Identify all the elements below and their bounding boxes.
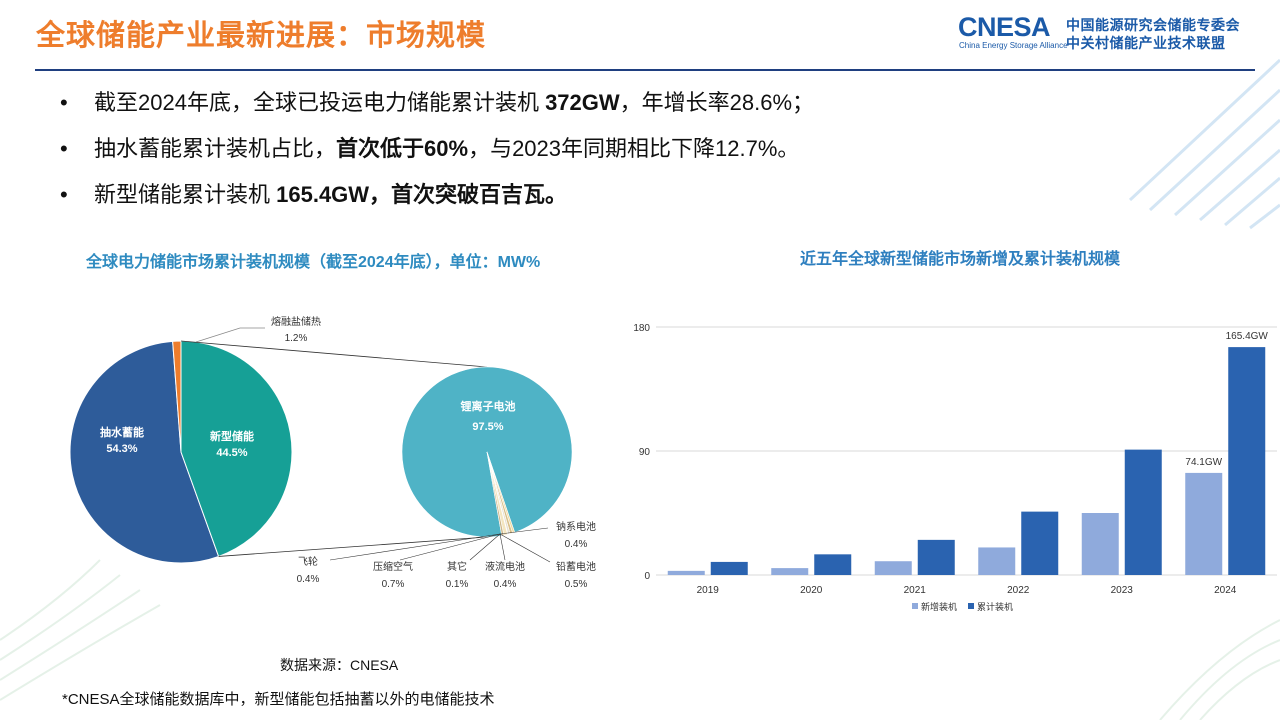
bullet-2-text: 抽水蓄能累计装机占比， xyxy=(94,136,337,161)
logo-mark: CNESA xyxy=(958,12,1051,42)
y-tick-2: 180 xyxy=(633,323,650,334)
sub-leader-2 xyxy=(499,533,551,563)
pie-chart: 抽水蓄能 54.3% 新型储能 44.5% 熔融盐储热 1.2% 锂离子电池 97.5% 钠系电… xyxy=(69,315,596,590)
bullet-item-3: 新型储能累计装机 165.4GW，首次突破百吉瓦。 xyxy=(60,172,1060,218)
bullet-3-bold: 165.4GW，首次突破百吉瓦。 xyxy=(276,182,568,207)
bullet-2-tail: ，与2023年同期相比下降12.7%。 xyxy=(468,136,800,161)
bar-chart: 0 90 180 2019 2020 2021 2022 2023 2024 74.1GW 165.… xyxy=(633,323,1277,612)
logo-tagline: China Energy Storage Alliance xyxy=(959,41,1068,50)
cnesa-logo: CNESA China Energy Storage Alliance 中国能源… xyxy=(958,12,1258,52)
sub-label-2: 铅蓄电池 xyxy=(556,560,596,573)
sub-pie xyxy=(401,366,573,538)
x-tick-2020: 2020 xyxy=(800,585,823,596)
y-tick-0: 0 xyxy=(644,571,650,582)
connector-bottom xyxy=(218,536,488,557)
title-divider xyxy=(35,69,1255,71)
sub-label-3: 液流电池 xyxy=(485,560,525,573)
sub-value-2: 0.5% xyxy=(565,579,588,590)
sub-value-6: 0.4% xyxy=(297,574,320,585)
x-tick-2024: 2024 xyxy=(1214,585,1237,596)
legend-swatch-1 xyxy=(968,603,974,609)
logo-org-line2: 中关村储能产业技术联盟 xyxy=(1066,35,1226,51)
bar-新增装机-2023 xyxy=(1081,513,1119,575)
molten-salt-label: 熔融盐储热 xyxy=(271,315,321,328)
main-pie-slice-0 xyxy=(69,340,220,564)
bullet-item-1: 截至2024年底，全球已投运电力储能累计装机 372GW，年增长率28.6%； xyxy=(60,80,1060,126)
bar-累计装机-2020 xyxy=(814,554,852,575)
footnote: *CNESA全球储能数据库中，新型储能包括抽蓄以外的电储能技术 xyxy=(62,691,495,708)
sub-value-3: 0.4% xyxy=(494,579,517,590)
main-pie-label-1: 新型储能 xyxy=(210,429,254,443)
sub-leader-5 xyxy=(399,533,501,561)
sub-leader-3 xyxy=(499,533,506,561)
page-title-part1: 全球储能产业最新进展： xyxy=(36,20,367,52)
sub-value-4: 0.1% xyxy=(446,579,469,590)
main-pie-slice-1 xyxy=(180,340,293,558)
main-pie-value-0: 54.3% xyxy=(106,443,137,455)
legend-swatch-0 xyxy=(912,603,918,609)
bullet-3-text: 新型储能累计装机 xyxy=(94,182,277,207)
bar-legend: 新增装机 累计装机 xyxy=(912,601,1013,612)
sub-label-6: 飞轮 xyxy=(298,555,318,568)
legend-label-1: 累计装机 xyxy=(977,601,1013,612)
bullet-1-text: 截至2024年底，全球已投运电力储能累计装机 xyxy=(94,90,546,115)
bullet-2-bold: 首次低于60% xyxy=(336,136,469,161)
lithium-label: 锂离子电池 xyxy=(461,399,516,413)
data-label-0: 74.1GW xyxy=(1185,457,1222,468)
bar-新增装机-2019 xyxy=(667,570,705,575)
sub-leader-6 xyxy=(329,533,501,561)
molten-salt-value: 1.2% xyxy=(285,333,308,344)
bar-新增装机-2024 xyxy=(1185,472,1223,575)
sub-label-5: 压缩空气 xyxy=(373,560,413,573)
bar-chart-title: 近五年全球新型储能市场新增及累计装机规模 xyxy=(800,251,1121,268)
y-tick-1: 90 xyxy=(639,447,651,458)
main-pie-slice-2 xyxy=(172,340,182,453)
bar-累计装机-2019 xyxy=(710,561,748,575)
x-tick-2021: 2021 xyxy=(904,585,927,596)
bullet-list: 截至2024年底，全球已投运电力储能累计装机 372GW，年增长率28.6%； … xyxy=(60,80,1060,218)
lithium-value: 97.5% xyxy=(472,421,503,433)
x-tick-2022: 2022 xyxy=(1007,585,1030,596)
bar-累计装机-2021 xyxy=(917,539,955,575)
main-pie-value-1: 44.5% xyxy=(216,447,247,459)
bar-累计装机-2023 xyxy=(1124,449,1162,575)
bar-新增装机-2020 xyxy=(771,568,809,575)
x-tick-2023: 2023 xyxy=(1111,585,1134,596)
pie-chart-title: 全球电力储能市场累计装机规模（截至2024年底），单位：MW% xyxy=(86,254,541,271)
page-title: 全球储能产业最新进展：市场规模 xyxy=(36,12,486,54)
bar-新增装机-2021 xyxy=(874,561,912,575)
bullet-1-tail: ，年增长率28.6%； xyxy=(619,90,815,115)
x-tick-2019: 2019 xyxy=(697,585,720,596)
page-title-part2: 市场规模 xyxy=(366,20,487,52)
legend-label-0: 新增装机 xyxy=(921,601,957,612)
main-pie-label-0: 抽水蓄能 xyxy=(100,425,144,439)
data-source: 数据来源：CNESA xyxy=(280,657,399,673)
bar-累计装机-2022 xyxy=(1021,511,1059,575)
bullet-item-2: 抽水蓄能累计装机占比，首次低于60%，与2023年同期相比下降12.7%。 xyxy=(60,126,1060,172)
logo-org-line1: 中国能源研究会储能专委会 xyxy=(1066,17,1240,33)
bullet-1-bold: 372GW xyxy=(545,90,620,115)
molten-salt-leader xyxy=(195,327,265,343)
sub-label-1: 钠系电池 xyxy=(556,520,596,533)
connector-top xyxy=(180,340,488,368)
sub-label-4: 其它 xyxy=(447,560,467,573)
main-pie xyxy=(69,340,293,564)
sub-value-1: 0.4% xyxy=(565,539,588,550)
data-label-1: 165.4GW xyxy=(1226,331,1269,342)
sub-value-5: 0.7% xyxy=(382,579,405,590)
bar-新增装机-2022 xyxy=(978,547,1016,575)
bar-累计装机-2024 xyxy=(1228,347,1266,575)
sub-leader-1 xyxy=(499,527,549,535)
sub-leader-4 xyxy=(469,533,501,561)
